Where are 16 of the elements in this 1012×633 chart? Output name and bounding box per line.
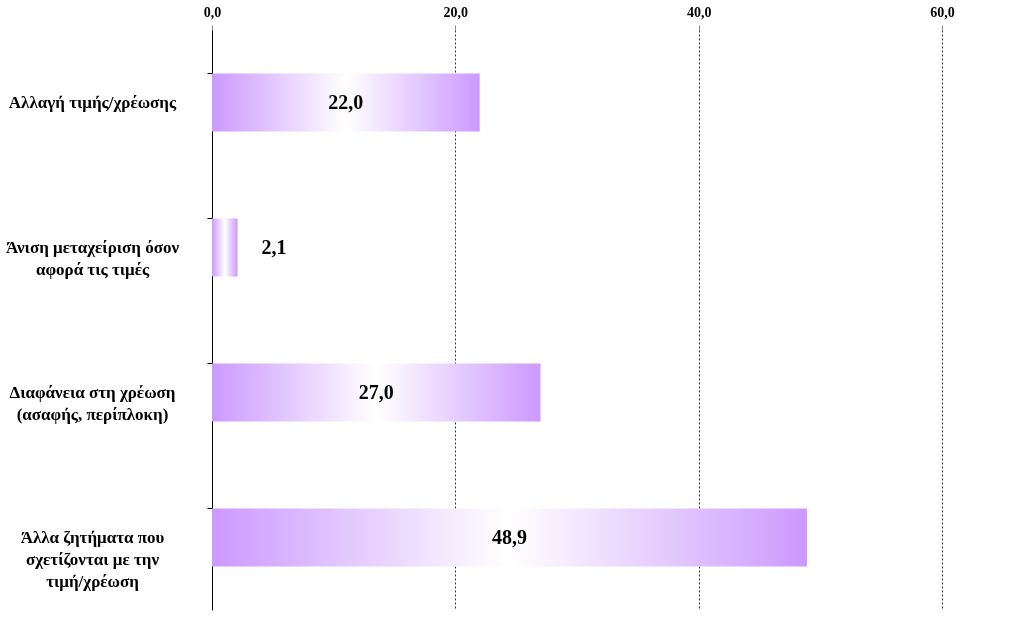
x-tick-label: 40,0 xyxy=(686,4,712,20)
x-tick-label: 60,0 xyxy=(930,4,955,20)
data-label: 2,1 xyxy=(261,235,287,258)
bar xyxy=(212,73,480,132)
bar xyxy=(212,363,541,422)
data-label: 27,0 xyxy=(358,380,394,403)
y-tick-label: Διαφάνεια στη χρέωση (ασαφής, περίπλοκη) xyxy=(9,382,176,424)
y-tick-label: Αλλαγή τιμής/χρέωσης xyxy=(8,92,177,112)
data-label: 48,9 xyxy=(491,525,527,548)
y-tick-label: Άνιση μεταχείριση όσον αφορά τις τιμές xyxy=(5,237,180,279)
x-tick-label: 0,0 xyxy=(203,4,222,20)
data-label: 22,0 xyxy=(328,90,364,113)
y-tick-label: Άλλα ζητήματα που σχετίζονται με την τιμή/χρέωση xyxy=(20,527,165,591)
bar xyxy=(212,218,238,277)
bar xyxy=(212,508,807,567)
x-tick-label: 20,0 xyxy=(443,4,469,20)
